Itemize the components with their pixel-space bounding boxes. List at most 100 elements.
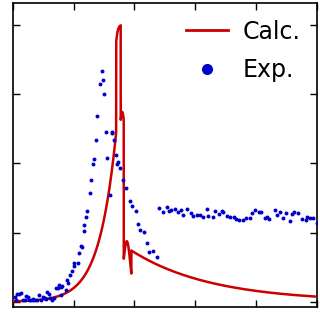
Point: [175, 209, 180, 214]
Point: [110, 130, 115, 135]
Point: [75, 260, 80, 265]
Point: [30, 298, 35, 303]
Point: [233, 216, 238, 221]
Point: [78, 243, 83, 248]
Point: [212, 208, 217, 213]
Point: [103, 129, 108, 134]
Point: [101, 91, 106, 96]
Point: [59, 284, 64, 289]
Point: [13, 294, 18, 299]
Point: [198, 213, 203, 218]
Point: [129, 203, 134, 208]
Point: [65, 281, 70, 286]
Point: [127, 198, 132, 203]
Point: [292, 209, 297, 214]
Point: [247, 215, 252, 220]
Point: [60, 284, 65, 289]
Point: [116, 159, 121, 164]
Point: [94, 113, 100, 118]
Point: [253, 207, 258, 212]
Point: [205, 213, 210, 218]
Point: [150, 248, 155, 253]
Point: [310, 216, 315, 221]
Point: [201, 214, 206, 219]
Point: [267, 217, 272, 222]
Point: [49, 298, 54, 303]
Point: [195, 212, 200, 218]
Point: [58, 292, 63, 297]
Point: [48, 296, 53, 301]
Point: [173, 207, 178, 212]
Point: [83, 214, 88, 220]
Point: [250, 211, 255, 216]
Point: [120, 177, 125, 182]
Point: [220, 209, 226, 214]
Point: [263, 215, 268, 220]
Legend: Calc., Exp.: Calc., Exp.: [181, 15, 305, 87]
Point: [14, 291, 20, 296]
Point: [178, 207, 183, 212]
Point: [71, 263, 76, 268]
Point: [98, 81, 103, 86]
Point: [63, 287, 68, 292]
Point: [283, 210, 288, 215]
Point: [13, 298, 18, 303]
Point: [305, 215, 310, 220]
Point: [166, 209, 171, 214]
Point: [87, 190, 92, 196]
Point: [184, 206, 189, 212]
Point: [85, 209, 90, 214]
Point: [53, 285, 59, 290]
Point: [258, 210, 263, 215]
Point: [169, 208, 174, 213]
Point: [190, 213, 196, 218]
Point: [56, 285, 61, 290]
Point: [157, 205, 162, 210]
Point: [303, 218, 308, 223]
Point: [277, 210, 282, 215]
Point: [76, 250, 81, 255]
Point: [204, 207, 209, 212]
Point: [135, 221, 140, 227]
Point: [287, 219, 292, 224]
Point: [138, 228, 143, 233]
Point: [133, 208, 138, 213]
Point: [41, 295, 46, 300]
Point: [244, 215, 249, 220]
Point: [144, 241, 149, 246]
Point: [16, 291, 21, 296]
Point: [34, 298, 39, 303]
Point: [69, 269, 74, 274]
Point: [91, 157, 96, 162]
Point: [42, 296, 47, 301]
Point: [114, 153, 119, 158]
Point: [164, 204, 169, 209]
Point: [111, 137, 116, 142]
Point: [29, 298, 34, 303]
Point: [275, 212, 280, 218]
Point: [71, 260, 76, 265]
Point: [37, 292, 42, 297]
Point: [31, 296, 36, 301]
Point: [314, 220, 319, 225]
Point: [272, 208, 277, 213]
Point: [299, 217, 304, 222]
Point: [44, 296, 49, 301]
Point: [142, 229, 147, 234]
Point: [224, 213, 229, 219]
Point: [296, 211, 301, 216]
Point: [155, 254, 160, 259]
Point: [108, 193, 113, 198]
Point: [181, 212, 186, 218]
Point: [24, 293, 29, 298]
Point: [79, 244, 84, 250]
Point: [23, 298, 28, 303]
Point: [47, 292, 52, 297]
Point: [65, 278, 70, 283]
Point: [220, 209, 225, 214]
Point: [265, 214, 270, 220]
Point: [32, 298, 37, 303]
Point: [91, 162, 96, 167]
Point: [68, 273, 73, 278]
Point: [210, 215, 215, 220]
